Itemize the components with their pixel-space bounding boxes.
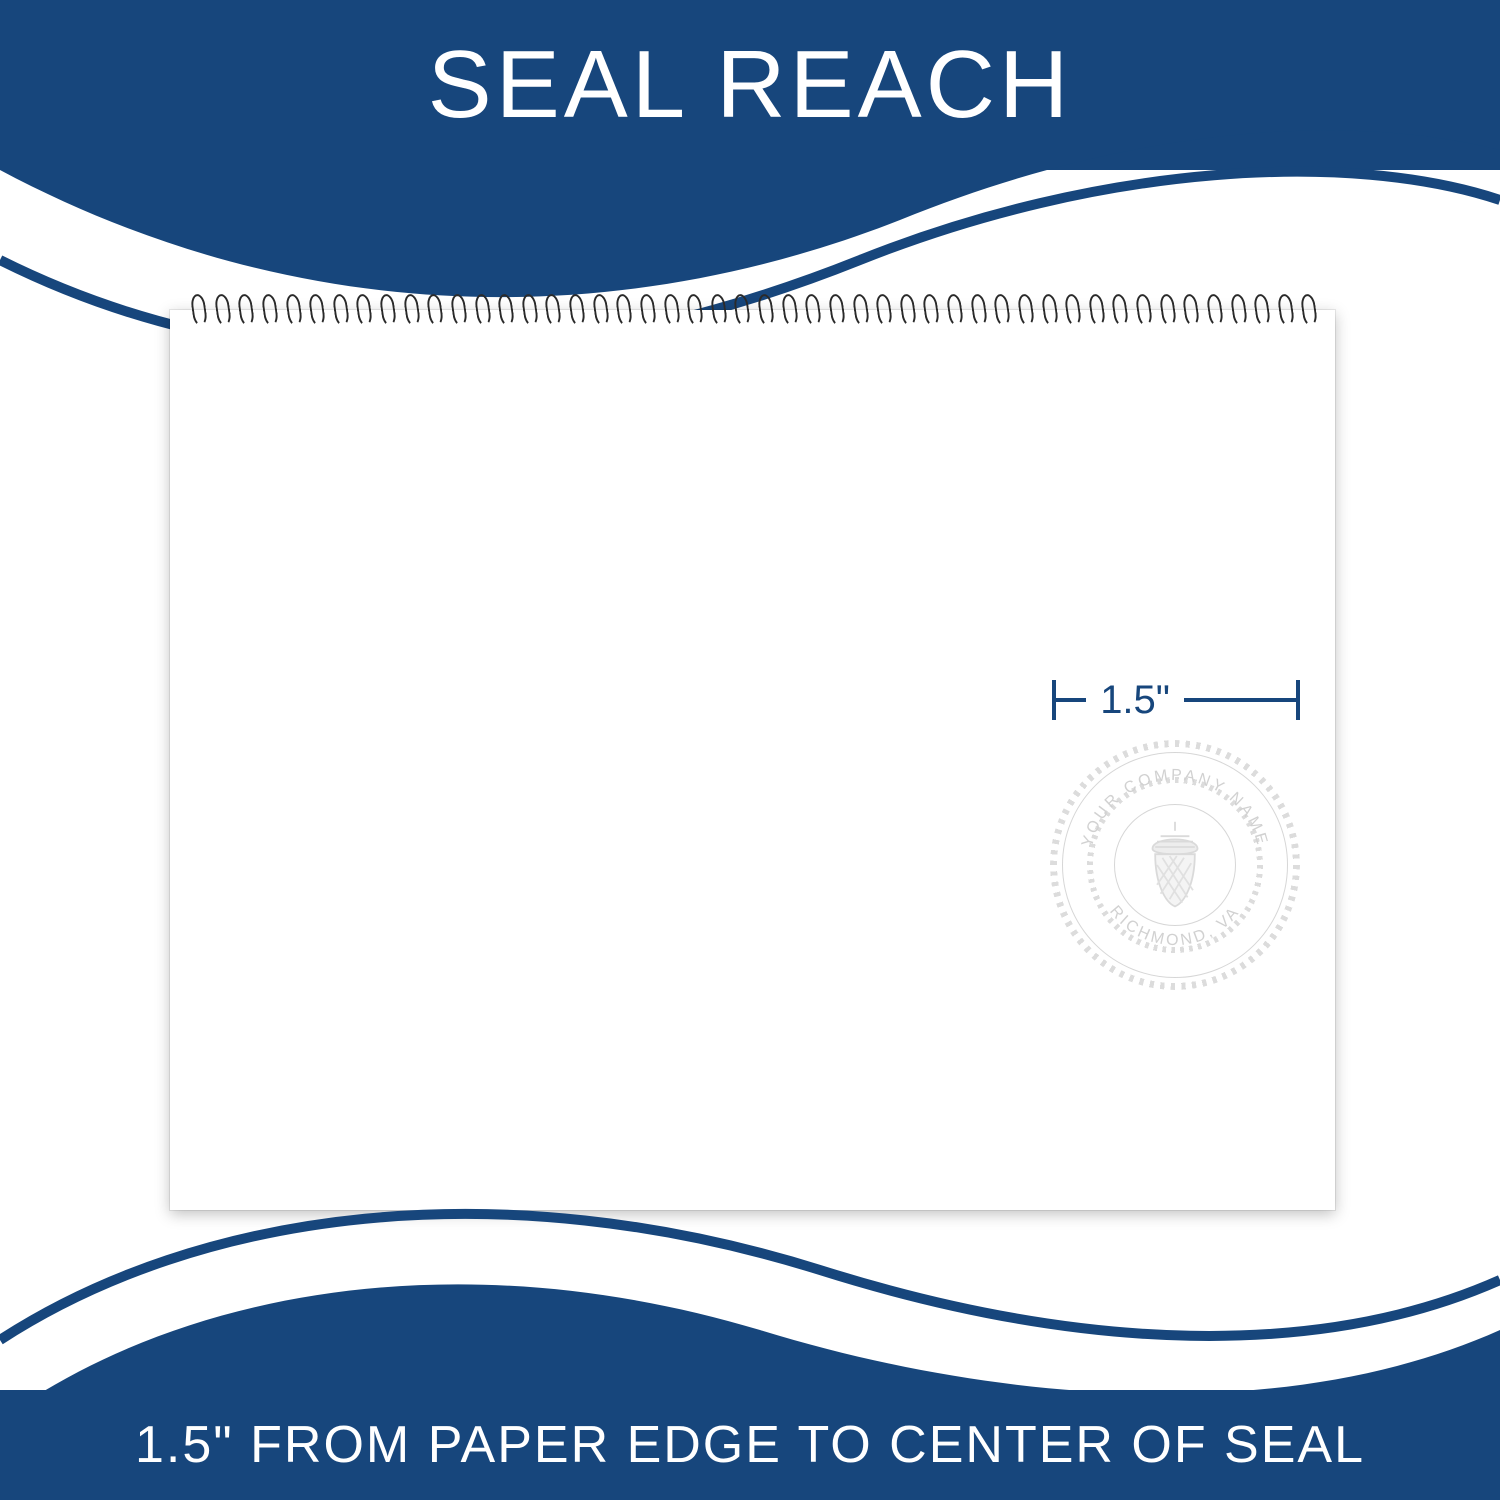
spiral-loop [828,288,842,332]
spiral-loop [261,288,275,332]
spiral-loop [1159,288,1173,332]
measure-label: 1.5" [1100,678,1170,723]
spiral-loop [804,288,818,332]
spiral-loop [1135,288,1149,332]
infographic-frame: SEAL REACH 1.5" YOUR COMPA [0,0,1500,1500]
spiral-loop [426,288,440,332]
spiral-loop [1064,288,1078,332]
spiral-loop [379,288,393,332]
spiral-loop [568,288,582,332]
spiral-loop [1300,288,1314,332]
embossed-seal: YOUR COMPANY NAME RICHMOND, VA [1050,740,1300,990]
spiral-loop [710,288,724,332]
spiral-loop [285,288,299,332]
spiral-loop [993,288,1007,332]
spiral-loop [899,288,913,332]
spiral-loop [1277,288,1291,332]
spiral-loop [403,288,417,332]
spiral-loop [355,288,369,332]
spiral-loop [1088,288,1102,332]
spiral-loop [190,288,204,332]
spiral-loop [1253,288,1267,332]
spiral-loop [308,288,322,332]
spiral-loop [663,288,677,332]
spiral-loop [544,288,558,332]
reach-measure: 1.5" [1052,680,1300,720]
spiral-loop [1041,288,1055,332]
spiral-loop [686,288,700,332]
measure-cap-right [1296,680,1300,720]
notepad: 1.5" YOUR COMPANY NAME RICHMOND, VA [170,310,1335,1210]
spiral-loop [1182,288,1196,332]
spiral-loop [1111,288,1125,332]
spiral-loop [1017,288,1031,332]
page-title: SEAL REACH [428,30,1073,140]
spiral-loop [1230,288,1244,332]
spiral-loop [450,288,464,332]
spiral-loop [474,288,488,332]
spiral-loop [946,288,960,332]
header-bar: SEAL REACH [0,0,1500,170]
spiral-loop [639,288,653,332]
footer-bar: 1.5" FROM PAPER EDGE TO CENTER OF SEAL [0,1390,1500,1500]
measure-bar-right [1184,698,1296,702]
spiral-loop [592,288,606,332]
spiral-loop [521,288,535,332]
acorn-icon [1130,820,1220,910]
spiral-loop [970,288,984,332]
spiral-loop [237,288,251,332]
spiral-loop [497,288,511,332]
spiral-loop [875,288,889,332]
spiral-loop [1206,288,1220,332]
spiral-loop [852,288,866,332]
spiral-loop [332,288,346,332]
spiral-loop [214,288,228,332]
spiral-loop [781,288,795,332]
spiral-loop [733,288,747,332]
spiral-binding [190,288,1315,332]
spiral-loop [922,288,936,332]
spiral-loop [615,288,629,332]
footer-caption: 1.5" FROM PAPER EDGE TO CENTER OF SEAL [135,1415,1365,1475]
measure-bar-left [1056,698,1086,702]
spiral-loop [757,288,771,332]
